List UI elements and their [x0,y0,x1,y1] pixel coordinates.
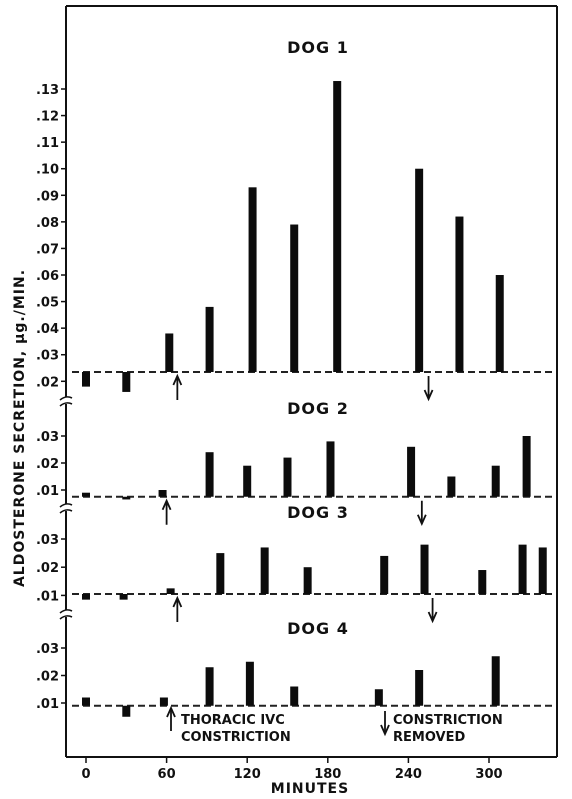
constriction-annotation-line1: THORACIC IVC [181,713,285,728]
panel-dog-4: DOG 4 .01 .02 .03 [36,619,553,717]
y-tick-label: .11 [36,136,59,151]
x-tick-label: 240 [395,767,422,782]
constriction-up-arrow [166,705,176,731]
bar [245,661,254,706]
bar [290,686,299,706]
bar [283,457,292,497]
x-tick-label: 60 [158,767,176,782]
y-tick-label: .02 [36,561,59,576]
x-axis: 0 60 120 180 240 300 [81,757,503,782]
x-tick-label: 0 [81,767,90,782]
x-tick-label: 120 [234,767,261,782]
bar [122,496,131,500]
y-tick-label: .05 [36,296,59,311]
y-tick-label: .13 [36,83,59,98]
bar [82,594,90,600]
y-tick-label: .09 [36,189,59,204]
y-tick-label: .02 [36,457,59,472]
bar [518,544,527,594]
panel-dog-2: DOG 2 .01 .02 .03 [36,399,553,526]
y-tick-label: .04 [36,322,59,337]
removed-annotation-line2: REMOVED [393,730,465,745]
constriction-up-arrow [172,595,183,622]
y-tick-label: .07 [36,242,59,257]
bar [491,465,500,497]
removed-annotation-line1: CONSTRICTION [393,713,503,728]
constriction-up-arrow [172,373,183,400]
bar [216,553,225,594]
y-tick-label: .01 [36,484,59,499]
bar [415,168,424,372]
bar [122,372,131,392]
y-tick-label: .01 [36,697,59,712]
bar [243,465,252,497]
bar [158,490,167,497]
y-tick-label: .03 [36,533,59,548]
bar [455,216,464,372]
y-tick-label: .03 [36,430,59,445]
bar [326,441,335,497]
x-axis-label: MINUTES [271,781,349,797]
bar [205,306,214,372]
bar [159,697,168,706]
bar [374,689,383,706]
panel-title: DOG 1 [287,38,349,57]
bar [420,544,429,594]
bar [333,81,342,372]
bar [248,187,257,372]
panel-dog-3: DOG 3 .01 .02 .03 [36,503,553,624]
y-tick-label: .10 [36,163,59,178]
axis-break-mark [59,609,73,620]
bar [538,547,547,594]
bar [415,670,424,706]
bar [82,492,90,497]
bar [491,656,500,706]
bar [290,224,299,372]
plot-frame [59,5,558,758]
bar [82,372,90,387]
bar [447,476,456,497]
panel-title: DOG 2 [287,399,349,418]
panel-title: DOG 3 [287,503,349,522]
y-tick-label: .12 [36,110,59,125]
bar [119,594,128,600]
bar [495,275,504,372]
removed-down-arrow [423,376,434,402]
bar [303,567,312,594]
constriction-up-arrow [161,498,172,525]
bar [82,697,90,706]
annotations: THORACIC IVC CONSTRICTION CONSTRICTION R… [166,705,503,745]
bar [260,547,269,594]
y-tick-label: .03 [36,349,59,364]
removed-down-arrow [417,500,427,526]
panel-title: DOG 4 [287,619,349,638]
constriction-annotation-line2: CONSTRICTION [181,730,291,745]
y-tick-label: .03 [36,642,59,657]
axis-break-mark [59,503,73,514]
bar [380,555,389,594]
y-tick-label: .01 [36,589,59,604]
y-tick-label: .08 [36,216,59,231]
y-axis-label: ALDOSTERONE SECRETION, μg./MIN. [12,269,28,587]
panel-dog-1: DOG 1 .02 .03 .04 .05 .06 .07 .08 .09 .10 .11 .12 .1… [36,38,553,402]
y-tick-label: .06 [36,269,59,284]
bar [522,436,531,497]
axis-break-mark [59,396,73,407]
bar [407,446,416,497]
bar [205,452,214,497]
y-tick-label: .02 [36,670,59,685]
removed-down-arrow [380,711,390,737]
y-tick-label: .02 [36,375,59,390]
removed-down-arrow [427,598,438,624]
bar [165,333,174,372]
bar [122,705,131,717]
bar [166,588,175,594]
bar [205,667,214,706]
x-tick-label: 300 [475,767,502,782]
chart-panels: DOG 1 .02 .03 .04 .05 .06 .07 .08 .09 .10 .11 .12 .1… [36,38,553,717]
bar [478,570,487,594]
x-tick-label: 180 [314,767,341,782]
